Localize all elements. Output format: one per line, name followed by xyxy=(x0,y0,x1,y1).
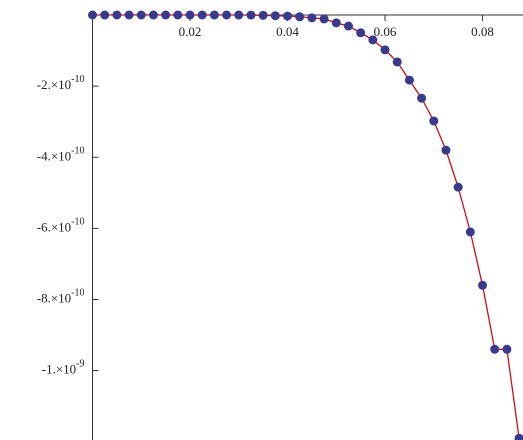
y-tick-mantissa: -2.×10 xyxy=(37,77,71,92)
point xyxy=(465,227,475,237)
fit-line xyxy=(92,14,520,439)
x-tick-label: 0.02 xyxy=(179,24,202,39)
point xyxy=(380,45,390,55)
point xyxy=(173,10,183,20)
point xyxy=(185,10,195,20)
y-tick-exponent: -10 xyxy=(71,217,84,228)
point xyxy=(331,18,341,28)
point xyxy=(514,433,523,440)
point xyxy=(356,28,366,38)
point xyxy=(258,10,268,20)
point xyxy=(368,35,378,45)
point xyxy=(283,11,293,21)
y-tick-label: -2.×10-10 xyxy=(37,74,85,92)
point xyxy=(100,10,110,20)
point xyxy=(246,10,256,20)
point xyxy=(307,13,317,23)
x-tick-label: 0.06 xyxy=(374,24,397,39)
point xyxy=(319,14,329,24)
point xyxy=(197,10,207,20)
y-tick-exponent: -10 xyxy=(71,146,84,157)
point xyxy=(234,10,244,20)
y-tick-label: -4.×10-10 xyxy=(37,146,85,164)
y-tick-mantissa: -8.×10 xyxy=(37,291,71,306)
point xyxy=(441,145,451,155)
y-tick-label: -1.×10-9 xyxy=(42,359,85,377)
point xyxy=(502,344,512,354)
point xyxy=(343,21,353,31)
point xyxy=(112,10,122,20)
point xyxy=(270,11,280,21)
point xyxy=(222,10,232,20)
y-tick-label: -6.×10-10 xyxy=(37,217,85,235)
point xyxy=(124,10,134,20)
y-tick-mantissa: -1.×10 xyxy=(42,362,76,377)
y-tick-exponent: -10 xyxy=(71,74,84,85)
point xyxy=(88,10,97,20)
point xyxy=(490,344,500,354)
x-tick-label: 0.04 xyxy=(276,24,299,39)
point xyxy=(453,182,463,192)
y-tick-exponent: -10 xyxy=(71,288,84,299)
point xyxy=(148,10,158,20)
point xyxy=(161,10,171,20)
point xyxy=(404,75,414,85)
point xyxy=(478,280,488,290)
point xyxy=(392,57,402,67)
point xyxy=(136,10,146,20)
y-tick-exponent: -9 xyxy=(76,359,84,370)
point xyxy=(209,10,219,20)
point xyxy=(295,12,305,22)
y-tick-label: -8.×10-10 xyxy=(37,288,85,306)
y-tick-mantissa: -6.×10 xyxy=(37,219,71,234)
point xyxy=(429,116,439,126)
x-tick-label: 0.08 xyxy=(471,24,494,39)
point xyxy=(417,93,427,103)
y-tick-mantissa: -4.×10 xyxy=(37,148,71,163)
